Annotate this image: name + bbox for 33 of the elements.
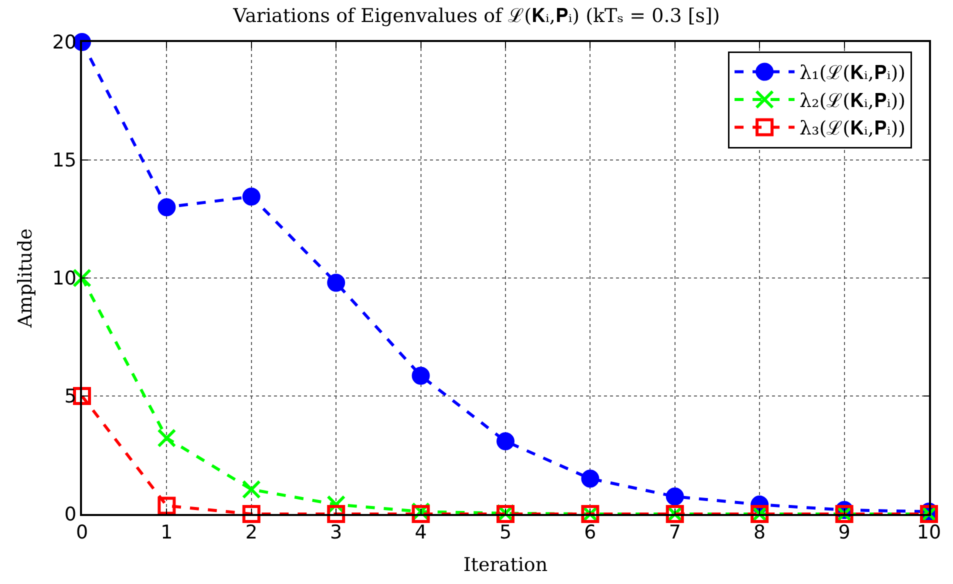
- x-tick-label: 2: [245, 522, 258, 544]
- point: [158, 496, 176, 515]
- legend-label: λ₂(ℒ(𝐊ᵢ,𝐏ᵢ)): [800, 90, 906, 112]
- point: [581, 470, 600, 488]
- x-tick-label: 6: [584, 522, 596, 544]
- y-tick-label: 10: [52, 268, 76, 290]
- x-tick-label: 1: [160, 522, 173, 544]
- legend-label: λ₁(ℒ(𝐊ᵢ,𝐏ᵢ)): [800, 62, 906, 84]
- legend-label: λ₃(ℒ(𝐊ᵢ,𝐏ᵢ)): [800, 118, 906, 140]
- point: [666, 488, 684, 506]
- x-axis-title: Iteration: [463, 554, 548, 576]
- point: [412, 366, 430, 385]
- x-tick-label: 7: [668, 522, 681, 544]
- y-axis-title: Amplitude: [14, 228, 37, 329]
- point: [242, 480, 261, 499]
- x-tick-label: 4: [414, 522, 427, 544]
- x-tick-label: 3: [330, 522, 342, 544]
- y-tick-label: 0: [64, 504, 76, 526]
- y-tick-label: 15: [52, 150, 76, 172]
- point: [412, 505, 430, 523]
- point: [496, 432, 514, 450]
- point: [327, 505, 346, 523]
- x-tick-label: 10: [916, 522, 942, 544]
- point: [242, 188, 260, 206]
- point: [157, 428, 176, 448]
- point: [73, 387, 91, 405]
- point: [242, 505, 260, 523]
- x-tick-label: 9: [838, 522, 850, 544]
- chart-title: Variations of Eigenvalues of ℒ(𝐊ᵢ,𝐏ᵢ) (kTₛ = 0.3 [s]): [232, 5, 720, 28]
- point: [327, 274, 346, 292]
- x-tick-label: 5: [499, 522, 512, 544]
- x-tick-label: 8: [754, 522, 766, 544]
- point: [158, 198, 176, 216]
